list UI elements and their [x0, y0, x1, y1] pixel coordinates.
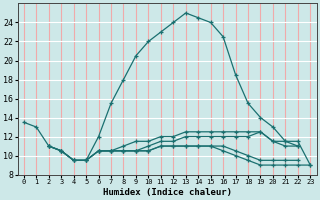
X-axis label: Humidex (Indice chaleur): Humidex (Indice chaleur)	[103, 188, 232, 197]
